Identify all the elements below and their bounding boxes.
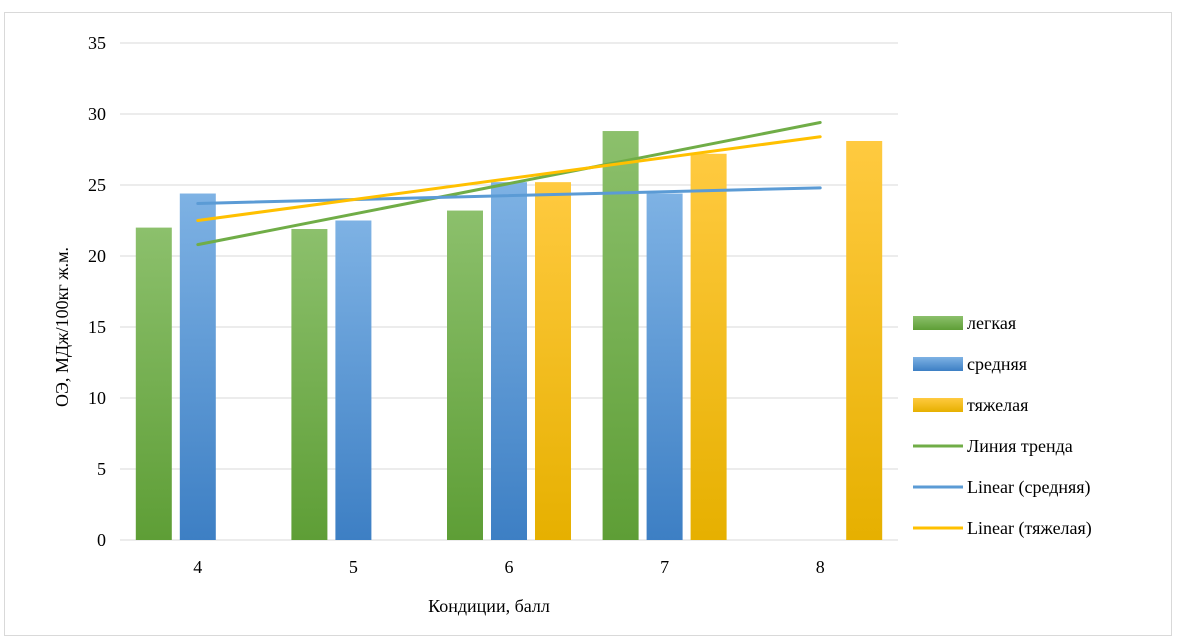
bar-легкая [291, 229, 328, 540]
bar-легкая [602, 131, 639, 541]
legend-label: средняя [967, 354, 1027, 374]
bar-тяжелая [846, 140, 883, 541]
x-axis-title: Кондиции, балл [428, 596, 550, 616]
trendline-Линия тренда [196, 121, 822, 247]
x-tick-label: 5 [349, 557, 358, 577]
x-tick-label: 7 [660, 557, 669, 577]
legend-label: Linear (тяжелая) [967, 518, 1092, 539]
y-tick-label: 20 [88, 246, 106, 266]
y-axis-title: ОЭ, МДж/100кг ж.м. [52, 247, 72, 407]
bar-тяжелая [535, 182, 571, 540]
trendlines [196, 121, 822, 247]
x-tick-label: 8 [816, 557, 825, 577]
bar-средняя [491, 182, 527, 540]
legend-label: Linear (средняя) [967, 477, 1091, 498]
legend-label: Линия тренда [967, 436, 1073, 456]
chart-frame [4, 12, 1172, 636]
bar-легкая [135, 227, 172, 540]
legend-swatch [913, 316, 963, 330]
y-tick-label: 35 [88, 33, 106, 53]
legend-swatch [913, 357, 963, 371]
y-tick-label: 0 [97, 530, 106, 550]
legend: легкая средняя тяжелая Линия тренда Linear (… [913, 313, 1092, 539]
y-tick-label: 10 [88, 388, 106, 408]
bar-легкая [447, 210, 483, 540]
legend-label: тяжелая [967, 395, 1028, 415]
legend-swatch [913, 398, 963, 412]
y-tick-label: 30 [88, 104, 106, 124]
y-tick-label: 5 [97, 459, 106, 479]
x-tick-label: 4 [193, 557, 202, 577]
bars [135, 131, 883, 541]
x-axis-ticks: 4 5 6 7 8 [193, 557, 824, 577]
trendline-Linear (средняя) [196, 186, 822, 205]
y-tick-label: 15 [88, 317, 106, 337]
legend-label: легкая [967, 313, 1016, 333]
y-tick-label: 25 [88, 175, 106, 195]
bar-средняя [646, 193, 683, 540]
bar-средняя [335, 220, 372, 540]
x-tick-label: 6 [505, 557, 514, 577]
bar-средняя [179, 193, 216, 540]
y-axis-ticks: 0 5 10 15 20 25 30 35 [88, 33, 106, 550]
trendline-Linear (тяжелая) [196, 135, 822, 222]
bar-тяжелая [690, 153, 727, 540]
